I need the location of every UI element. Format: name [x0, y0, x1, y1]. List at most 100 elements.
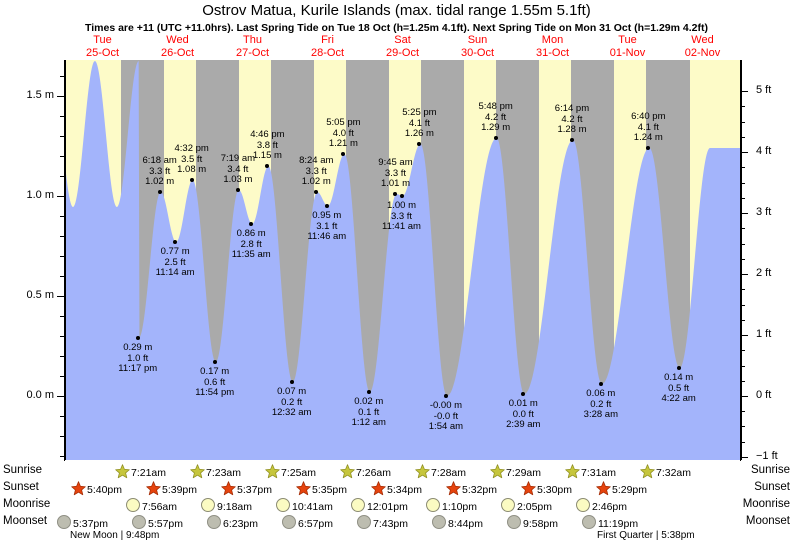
y-tick-right — [741, 396, 748, 397]
astro-cell-sunrise-6: 7:31am — [565, 464, 616, 479]
astro-cell-sunset-0: 5:40pm — [71, 481, 122, 496]
tide-point-high — [646, 146, 651, 150]
moonset-icon — [132, 515, 146, 529]
astro-cell-moonrise-0: 7:56am — [126, 498, 177, 513]
y-tick-left — [57, 196, 64, 197]
y-label-left: 1.5 m — [26, 89, 54, 101]
astro-row-label-sunset-right: Sunset — [754, 481, 790, 493]
day-header-date: 27-Oct — [235, 47, 269, 59]
page-subtitle: Times are +11 (UTC +11.0hrs). Last Sprin… — [85, 22, 708, 34]
day-header-30-oct: Sun 30-Oct — [440, 34, 515, 60]
tide-point-low — [399, 194, 404, 198]
astro-cell-sunset-1: 5:39pm — [146, 481, 197, 496]
astro-cell-moonset-7: 11:19pm — [582, 515, 638, 530]
y-tick-left — [60, 136, 64, 137]
y-tick-left — [60, 416, 64, 417]
y-label-right: 1 ft — [756, 328, 772, 341]
moonset-icon — [507, 515, 521, 529]
astro-time: 5:57pm — [148, 518, 184, 530]
moon-phase-note-0: New Moon | 9:48pm — [70, 530, 160, 541]
y-tick-left — [57, 396, 64, 397]
y-tick-right — [741, 243, 745, 245]
astro-time: 5:37pm — [237, 484, 273, 496]
y-tick-left — [60, 256, 64, 257]
tide-point-low — [443, 394, 448, 398]
moonrise-icon — [201, 498, 215, 512]
day-header-dow: Mon — [541, 34, 564, 46]
water-area — [66, 61, 741, 460]
day-header-date: 01-Nov — [609, 47, 646, 59]
astro-time: 7:32am — [656, 467, 692, 479]
astro-row-label-moonset-left: Moonset — [3, 515, 48, 527]
y-tick-right — [741, 213, 748, 215]
astro-time: 5:40pm — [87, 484, 123, 496]
astro-cell-sunset-3: 5:35pm — [296, 481, 347, 496]
day-header-dow: Wed — [691, 34, 714, 46]
moonset-icon — [57, 515, 71, 529]
star-sunset-icon — [221, 481, 236, 496]
day-header-26-oct: Wed 26-Oct — [140, 34, 215, 60]
astro-cell-moonrise-4: 1:10pm — [426, 498, 477, 513]
star-sunset-icon — [521, 481, 536, 496]
astro-cell-moonrise-3: 12:01pm — [351, 498, 408, 513]
y-label-left: 1.0 m — [26, 189, 54, 201]
astro-cell-sunrise-2: 7:25am — [265, 464, 316, 479]
y-tick-right — [741, 335, 748, 337]
star-sunset-icon — [146, 481, 161, 496]
moonset-icon — [432, 515, 446, 529]
y-tick-right — [741, 350, 745, 352]
star-sunset-icon — [446, 481, 461, 496]
astro-row-label-moonrise-left: Moonrise — [3, 498, 51, 510]
y-tick-right — [741, 106, 745, 108]
star-sunset-icon — [71, 481, 86, 496]
day-header-28-oct: Fri 28-Oct — [290, 34, 365, 60]
y-tick-left — [57, 296, 64, 297]
day-header-date: 02-Nov — [684, 47, 721, 59]
astro-time: 5:29pm — [612, 484, 648, 496]
page-title: Ostrov Matua, Kurile Islands (max. tidal… — [202, 2, 591, 19]
y-label-right: 2 ft — [756, 267, 772, 280]
star-sunrise-icon — [640, 464, 655, 479]
star-sunrise-icon — [565, 464, 580, 479]
tide-plot-area — [65, 60, 742, 460]
astro-time: 7:23am — [206, 467, 242, 479]
astro-time: 7:26am — [356, 467, 392, 479]
star-sunrise-icon — [190, 464, 205, 479]
astro-time: 1:10pm — [442, 501, 478, 513]
astro-time: 5:34pm — [387, 484, 423, 496]
star-sunrise-icon — [265, 464, 280, 479]
day-header-25-oct: Tue 25-Oct — [65, 34, 140, 60]
astro-time: 10:41am — [292, 501, 333, 513]
day-header-date: 30-Oct — [460, 47, 494, 59]
astro-time: 7:25am — [281, 467, 317, 479]
day-header-date: 26-Oct — [160, 47, 194, 59]
y-tick-left — [60, 216, 64, 217]
astro-cell-moonrise-5: 2:05pm — [501, 498, 552, 513]
astro-time: 7:31am — [581, 467, 617, 479]
y-tick-right — [741, 91, 748, 93]
moon-phase-note-1: First Quarter | 5:38pm — [597, 530, 695, 541]
y-tick-left — [60, 316, 64, 317]
y-axis-line-right — [740, 60, 741, 461]
tide-point-low — [212, 360, 217, 364]
astro-time: 5:35pm — [312, 484, 348, 496]
y-tick-left — [60, 456, 64, 457]
y-tick-left — [60, 376, 64, 377]
astro-cell-sunset-5: 5:32pm — [446, 481, 497, 496]
tide-curve — [66, 61, 741, 460]
astro-cell-moonset-5: 8:44pm — [432, 515, 483, 530]
astro-row-label-sunset-left: Sunset — [3, 481, 39, 493]
astro-cell-sunset-4: 5:34pm — [371, 481, 422, 496]
astro-cell-sunset-7: 5:29pm — [596, 481, 647, 496]
tide-point-high — [417, 142, 422, 146]
astro-cell-sunrise-7: 7:32am — [640, 464, 691, 479]
day-header-date: 28-Oct — [310, 47, 344, 59]
astro-cell-sunset-6: 5:30pm — [521, 481, 572, 496]
y-tick-left — [60, 436, 64, 437]
day-header-31-oct: Mon 31-Oct — [515, 34, 590, 60]
astro-cell-moonset-6: 9:58pm — [507, 515, 558, 530]
astro-time: 7:43pm — [373, 518, 409, 530]
astro-cell-sunset-2: 5:37pm — [221, 481, 272, 496]
day-header-dow: Wed — [166, 34, 189, 46]
